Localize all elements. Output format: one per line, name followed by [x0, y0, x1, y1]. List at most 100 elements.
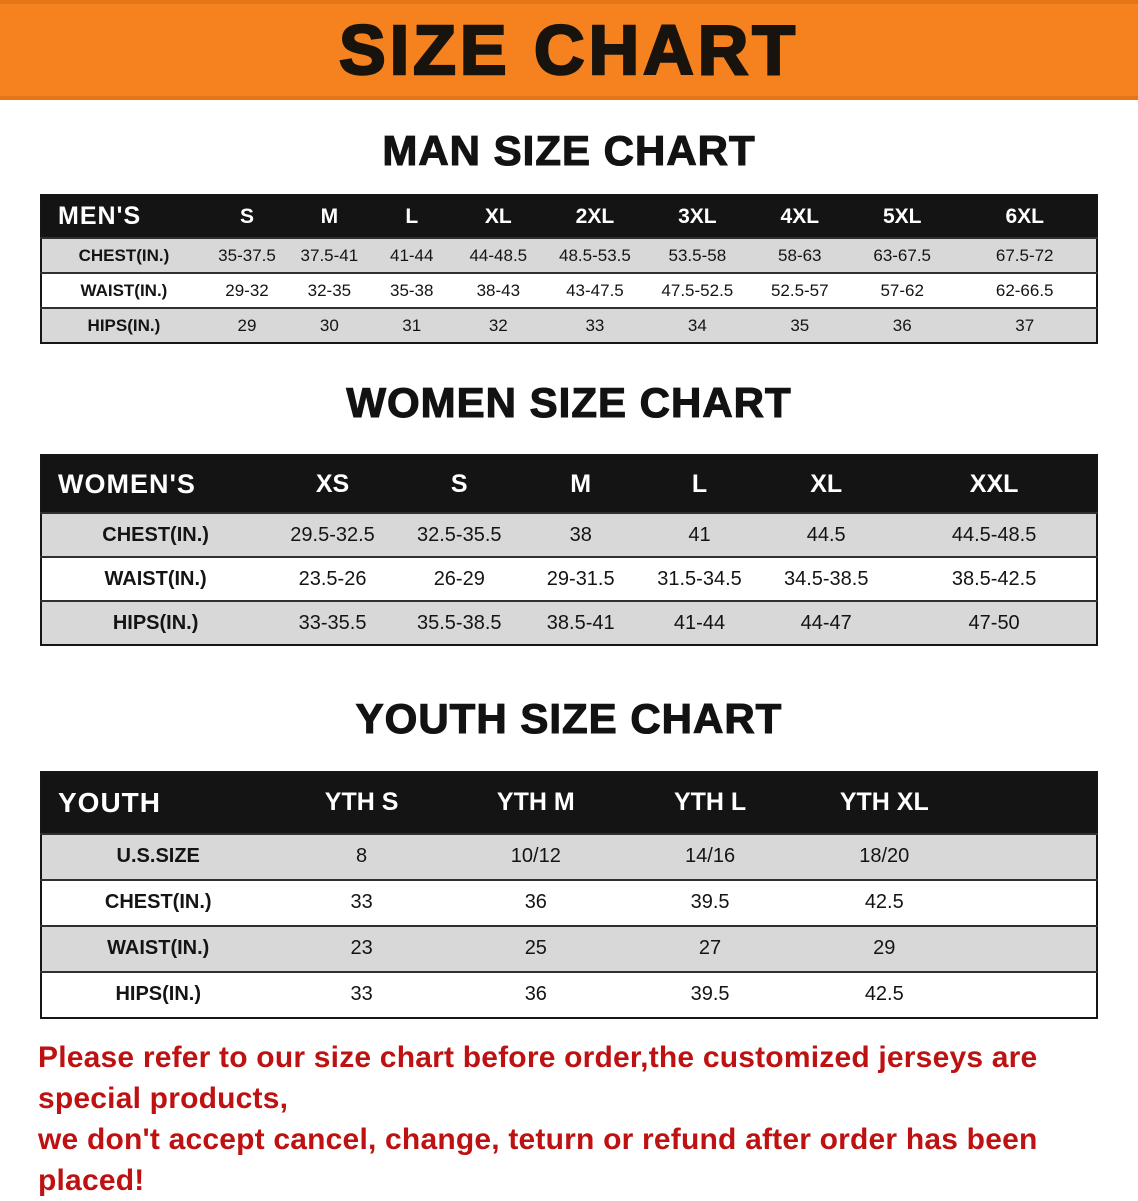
size-column-header: YTH L: [673, 788, 747, 817]
row-label: WAIST(IN.): [104, 567, 207, 590]
size-value-cell: 32.5-35.5: [417, 523, 502, 546]
size-chart-banner: SIZE CHART: [0, 0, 1138, 100]
size-value-cell: 23: [350, 937, 373, 960]
size-column-header: 4XL: [780, 204, 820, 228]
size-value-cell: 25: [524, 937, 547, 960]
size-column-header: L: [405, 204, 419, 228]
size-value-cell: 42.5: [864, 983, 904, 1006]
size-column-header: YTH M: [496, 788, 575, 817]
row-label: CHEST(IN.): [102, 523, 209, 546]
youth-size-chart-section: YOUTH SIZE CHART YOUTH YTH S YTH M YTH L YTH…: [0, 695, 1138, 1019]
size-column-header: 5XL: [882, 204, 922, 228]
size-table-header-row: YOUTH YTH S YTH M YTH L YTH XL: [41, 771, 1097, 834]
size-value-cell: 32: [488, 315, 508, 335]
size-table-header-row: MEN'S S M L XL 2XL 3XL 4XL 5XL 6XL: [41, 195, 1097, 239]
size-value-cell: 33: [350, 891, 373, 914]
size-table-row: CHEST(IN.) 29.5-32.5 32.5-35.5 38 41 44.5 44.5…: [41, 513, 1097, 558]
size-value-cell: 47.5-52.5: [661, 280, 734, 300]
women-size-chart-section: WOMEN SIZE CHART WOMEN'S XS S M L XL XXL CHEST(…: [0, 379, 1138, 647]
size-value-cell: 33: [585, 315, 605, 335]
size-value-cell: 33-35.5: [298, 611, 367, 634]
spacer-cell: [971, 772, 1097, 834]
size-value-cell: 30: [319, 315, 339, 335]
size-value-cell: 44-47: [800, 611, 852, 634]
size-value-cell: 42.5: [864, 891, 904, 914]
size-value-cell: 41: [688, 523, 711, 546]
row-label: U.S.SIZE: [116, 845, 200, 868]
size-value-cell: 44.5-48.5: [951, 523, 1037, 546]
youth-size-table: YOUTH YTH S YTH M YTH L YTH XL U.S.SIZE 8 10/12…: [40, 770, 1098, 1019]
spacer-cell: [971, 926, 1097, 972]
size-value-cell: 36: [892, 315, 912, 335]
size-value-cell: 57-62: [880, 280, 924, 300]
size-value-cell: 29.5-32.5: [290, 523, 375, 546]
size-value-cell: 36: [524, 891, 547, 914]
size-value-cell: 33: [350, 983, 373, 1006]
size-table-row: HIPS(IN.) 29 30 31 32 33 34 35 36 37: [41, 308, 1097, 344]
size-value-cell: 48.5-53.5: [559, 245, 631, 265]
size-value-cell: 39.5: [690, 891, 730, 914]
spacer-cell: [971, 880, 1097, 926]
size-column-header: YTH S: [324, 788, 399, 817]
size-value-cell: 35-37.5: [218, 245, 276, 265]
size-value-cell: 29: [873, 937, 896, 960]
size-value-cell: 34.5-38.5: [783, 567, 869, 590]
size-column-header: M: [320, 204, 339, 228]
row-label: WAIST(IN.): [80, 280, 168, 300]
size-column-header: M: [570, 469, 592, 498]
table-group-label: YOUTH: [58, 786, 161, 818]
size-value-cell: 44.5: [806, 523, 846, 546]
row-label: WAIST(IN.): [107, 937, 210, 960]
size-column-header: XL: [484, 204, 512, 228]
disclaimer: Please refer to our size chart before or…: [0, 1037, 1138, 1201]
women-size-table: WOMEN'S XS S M L XL XXL CHEST(IN.) 29.5-32.5 32.5…: [40, 454, 1098, 647]
size-value-cell: 38: [569, 523, 592, 546]
size-value-cell: 31.5-34.5: [657, 567, 742, 590]
size-column-header: 3XL: [678, 204, 717, 228]
size-table-row: U.S.SIZE 8 10/12 14/16 18/20: [41, 833, 1097, 880]
size-table-header-row: WOMEN'S XS S M L XL XXL: [41, 455, 1097, 514]
disclaimer-line-1: Please refer to our size chart before or…: [38, 1040, 1038, 1115]
size-table-row: CHEST(IN.) 35-37.5 37.5-41 41-44 44-48.5 48.5…: [41, 238, 1097, 274]
size-value-cell: 29-31.5: [546, 567, 615, 590]
row-label: CHEST(IN.): [78, 245, 170, 265]
size-value-cell: 41-44: [673, 611, 726, 634]
size-table-row: HIPS(IN.) 33-35.5 35.5-38.5 38.5-41 41-44 44-…: [41, 601, 1097, 646]
size-table-row: WAIST(IN.) 23.5-26 26-29 29-31.5 31.5-34.5 34…: [41, 557, 1097, 601]
size-column-header: S: [450, 469, 468, 498]
row-label: CHEST(IN.): [104, 891, 212, 914]
women-size-chart-heading: WOMEN SIZE CHART: [346, 379, 792, 427]
size-value-cell: 62-66.5: [995, 280, 1054, 300]
size-value-cell: 14/16: [685, 845, 736, 868]
size-column-header: XS: [315, 469, 350, 498]
size-value-cell: 41-44: [389, 245, 434, 265]
size-table-row: CHEST(IN.) 33 36 39.5 42.5: [41, 879, 1097, 926]
size-column-header: 2XL: [575, 204, 615, 228]
size-value-cell: 53.5-58: [668, 245, 727, 265]
size-table-row: WAIST(IN.) 23 25 27 29: [41, 925, 1097, 972]
table-group-label: WOMEN'S: [58, 468, 196, 499]
size-value-cell: 32-35: [307, 280, 352, 300]
size-column-header: XXL: [969, 469, 1019, 498]
size-value-cell: 47-50: [968, 611, 1020, 634]
size-value-cell: 31: [402, 315, 422, 335]
size-value-cell: 34: [687, 315, 707, 335]
size-table-row: WAIST(IN.) 29-32 32-35 35-38 38-43 43-47.5 47.…: [41, 273, 1097, 308]
size-column-header: YTH XL: [839, 788, 929, 817]
size-column-header: XL: [810, 469, 843, 498]
spacer-cell: [971, 972, 1097, 1018]
size-column-header: 6XL: [1005, 204, 1044, 228]
size-value-cell: 58-63: [778, 245, 822, 265]
size-value-cell: 52.5-57: [770, 280, 829, 300]
size-column-header: L: [691, 469, 708, 498]
size-table-row: HIPS(IN.) 33 36 39.5 42.5: [41, 971, 1097, 1018]
row-label: HIPS(IN.): [115, 983, 202, 1006]
size-value-cell: 29: [237, 315, 257, 335]
size-value-cell: 63-67.5: [873, 245, 932, 265]
man-size-chart-heading: MAN SIZE CHART: [382, 127, 756, 174]
size-value-cell: 35-38: [389, 280, 434, 300]
disclaimer-line-2: we don't accept cancel, change, teturn o…: [38, 1122, 1038, 1197]
size-value-cell: 10/12: [510, 845, 561, 868]
size-value-cell: 18/20: [859, 845, 910, 868]
